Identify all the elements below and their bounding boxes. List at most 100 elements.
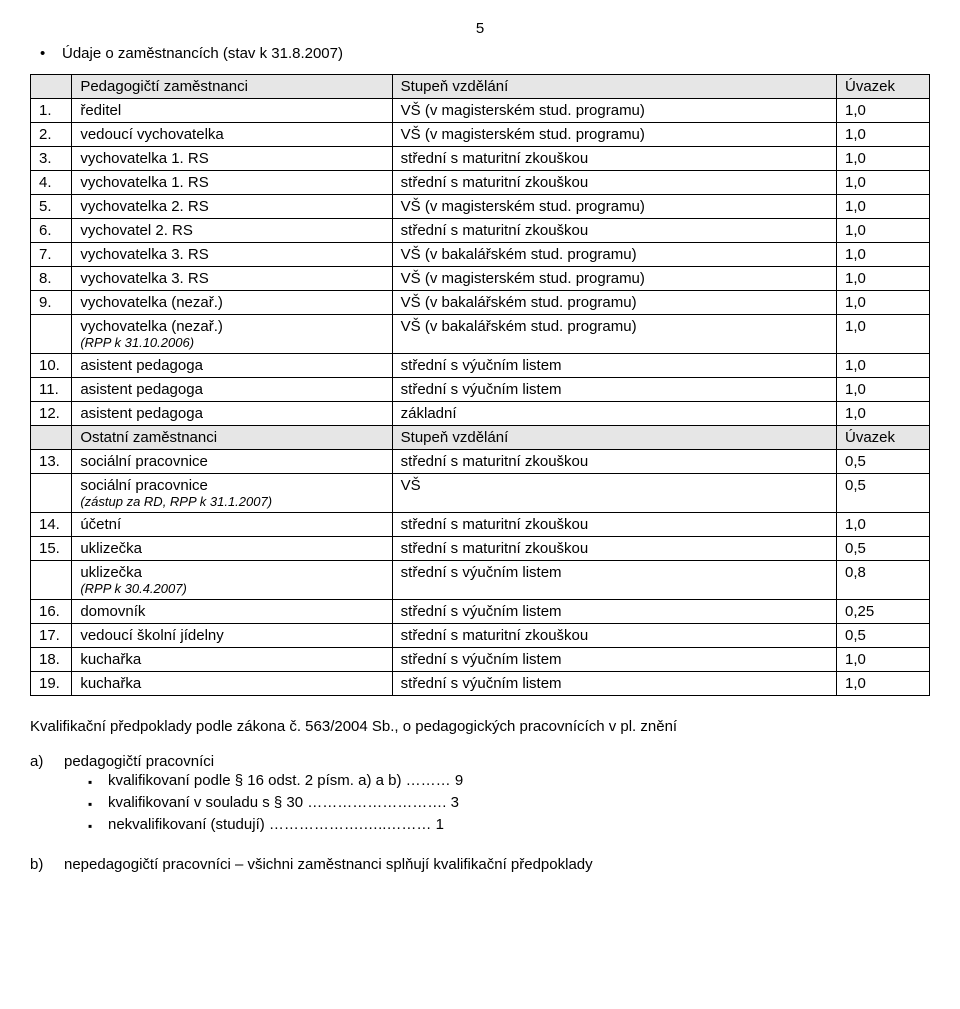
row-uvazek: 1,0 xyxy=(836,171,929,195)
table-row: 11.asistent pedagogastřední s výučním li… xyxy=(31,378,930,402)
row-role: vychovatelka 2. RS xyxy=(72,195,392,219)
post-text: Kvalifikační předpoklady podle zákona č.… xyxy=(30,718,930,735)
bullet-icon: • xyxy=(40,45,62,62)
row-uvazek: 1,0 xyxy=(836,147,929,171)
square-list-item: ▪nekvalifikovaní (studují) ……………….…..………… xyxy=(88,816,930,836)
row-role: asistent pedagoga xyxy=(72,402,392,426)
table-row: 8.vychovatelka 3. RSVŠ (v magisterském s… xyxy=(31,267,930,291)
table-header-row: Pedagogičtí zaměstnanciStupeň vzděláníÚv… xyxy=(31,75,930,99)
row-uvazek: 1,0 xyxy=(836,243,929,267)
row-role: ředitel xyxy=(72,99,392,123)
table-row: 2.vedoucí vychovatelkaVŠ (v magisterském… xyxy=(31,123,930,147)
table-header-row: Ostatní zaměstnanciStupeň vzděláníÚvazek xyxy=(31,426,930,450)
table-header-cell: Stupeň vzdělání xyxy=(392,426,836,450)
row-education: VŠ (v magisterském stud. programu) xyxy=(392,267,836,291)
row-uvazek: 1,0 xyxy=(836,315,929,354)
row-uvazek: 1,0 xyxy=(836,267,929,291)
row-education: střední s maturitní zkouškou xyxy=(392,624,836,648)
row-number: 19. xyxy=(31,672,72,696)
list-a-label: a) xyxy=(30,753,64,770)
table-row: 9.vychovatelka (nezař.)VŠ (v bakalářském… xyxy=(31,291,930,315)
square-list-text: kvalifikovaní podle § 16 odst. 2 písm. a… xyxy=(108,772,463,789)
row-number: 4. xyxy=(31,171,72,195)
row-uvazek: 1,0 xyxy=(836,195,929,219)
row-uvazek: 0,5 xyxy=(836,624,929,648)
row-number: 12. xyxy=(31,402,72,426)
table-row: 15.uklizečkastřední s maturitní zkouškou… xyxy=(31,537,930,561)
row-number: 11. xyxy=(31,378,72,402)
row-number: 10. xyxy=(31,354,72,378)
table-row: sociální pracovnice(zástup za RD, RPP k … xyxy=(31,474,930,513)
row-role: kuchařka xyxy=(72,672,392,696)
row-number: 14. xyxy=(31,513,72,537)
row-role: asistent pedagoga xyxy=(72,378,392,402)
staff-table: Pedagogičtí zaměstnanciStupeň vzděláníÚv… xyxy=(30,74,930,696)
table-row: 10.asistent pedagogastřední s výučním li… xyxy=(31,354,930,378)
row-uvazek: 0,5 xyxy=(836,474,929,513)
row-number: 15. xyxy=(31,537,72,561)
row-education: střední s maturitní zkouškou xyxy=(392,450,836,474)
row-education: VŠ (v magisterském stud. programu) xyxy=(392,123,836,147)
row-number: 8. xyxy=(31,267,72,291)
table-row: 12.asistent pedagogazákladní1,0 xyxy=(31,402,930,426)
list-b: b) nepedagogičtí pracovníci – všichni za… xyxy=(30,856,930,873)
row-uvazek: 1,0 xyxy=(836,513,929,537)
table-header-cell: Stupeň vzdělání xyxy=(392,75,836,99)
row-role: domovník xyxy=(72,600,392,624)
table-header-cell: Ostatní zaměstnanci xyxy=(72,426,392,450)
page-number: 5 xyxy=(30,20,930,37)
row-role: sociální pracovnice xyxy=(72,450,392,474)
row-education: střední s maturitní zkouškou xyxy=(392,219,836,243)
row-uvazek: 1,0 xyxy=(836,378,929,402)
table-row: 19.kuchařkastřední s výučním listem1,0 xyxy=(31,672,930,696)
row-number: 3. xyxy=(31,147,72,171)
row-uvazek: 0,5 xyxy=(836,450,929,474)
row-role: vedoucí vychovatelka xyxy=(72,123,392,147)
square-icon: ▪ xyxy=(88,772,108,792)
row-role: vychovatelka 3. RS xyxy=(72,243,392,267)
row-number: 13. xyxy=(31,450,72,474)
row-uvazek: 1,0 xyxy=(836,354,929,378)
row-number: 16. xyxy=(31,600,72,624)
row-role: vychovatelka 3. RS xyxy=(72,267,392,291)
table-row: 14.účetnístřední s maturitní zkouškou1,0 xyxy=(31,513,930,537)
table-row: 6.vychovatel 2. RSstřední s maturitní zk… xyxy=(31,219,930,243)
row-education: VŠ (v bakalářském stud. programu) xyxy=(392,291,836,315)
table-row: uklizečka(RPP k 30.4.2007)střední s výuč… xyxy=(31,561,930,600)
table-row: 7.vychovatelka 3. RSVŠ (v bakalářském st… xyxy=(31,243,930,267)
list-a-text: pedagogičtí pracovníci xyxy=(64,753,214,770)
row-education: VŠ xyxy=(392,474,836,513)
row-education: střední s maturitní zkouškou xyxy=(392,513,836,537)
row-number xyxy=(31,315,72,354)
table-row: 17.vedoucí školní jídelnystřední s matur… xyxy=(31,624,930,648)
row-education: VŠ (v magisterském stud. programu) xyxy=(392,195,836,219)
row-role: kuchařka xyxy=(72,648,392,672)
row-education: střední s maturitní zkouškou xyxy=(392,537,836,561)
square-list-text: nekvalifikovaní (studují) ……………….…..……… … xyxy=(108,816,444,833)
square-list-item: ▪kvalifikovaní v souladu s § 30 ……………………… xyxy=(88,794,930,814)
row-education: střední s výučním listem xyxy=(392,600,836,624)
row-education: VŠ (v bakalářském stud. programu) xyxy=(392,315,836,354)
row-number: 17. xyxy=(31,624,72,648)
list-b-label: b) xyxy=(30,856,64,873)
row-role: vychovatelka (nezař.)(RPP k 31.10.2006) xyxy=(72,315,392,354)
row-number: 9. xyxy=(31,291,72,315)
row-education: střední s výučním listem xyxy=(392,672,836,696)
row-uvazek: 1,0 xyxy=(836,123,929,147)
row-uvazek: 0,25 xyxy=(836,600,929,624)
table-header-cell: Úvazek xyxy=(836,75,929,99)
row-number: 18. xyxy=(31,648,72,672)
row-education: střední s výučním listem xyxy=(392,354,836,378)
row-uvazek: 1,0 xyxy=(836,648,929,672)
table-row: 4.vychovatelka 1. RSstřední s maturitní … xyxy=(31,171,930,195)
row-education: střední s výučním listem xyxy=(392,378,836,402)
row-uvazek: 1,0 xyxy=(836,219,929,243)
table-header-cell: Pedagogičtí zaměstnanci xyxy=(72,75,392,99)
table-row: 3.vychovatelka 1. RSstřední s maturitní … xyxy=(31,147,930,171)
table-row: 1.ředitelVŠ (v magisterském stud. progra… xyxy=(31,99,930,123)
table-header-cell xyxy=(31,75,72,99)
row-number xyxy=(31,474,72,513)
table-row: 5.vychovatelka 2. RSVŠ (v magisterském s… xyxy=(31,195,930,219)
row-education: střední s výučním listem xyxy=(392,561,836,600)
table-header-cell xyxy=(31,426,72,450)
